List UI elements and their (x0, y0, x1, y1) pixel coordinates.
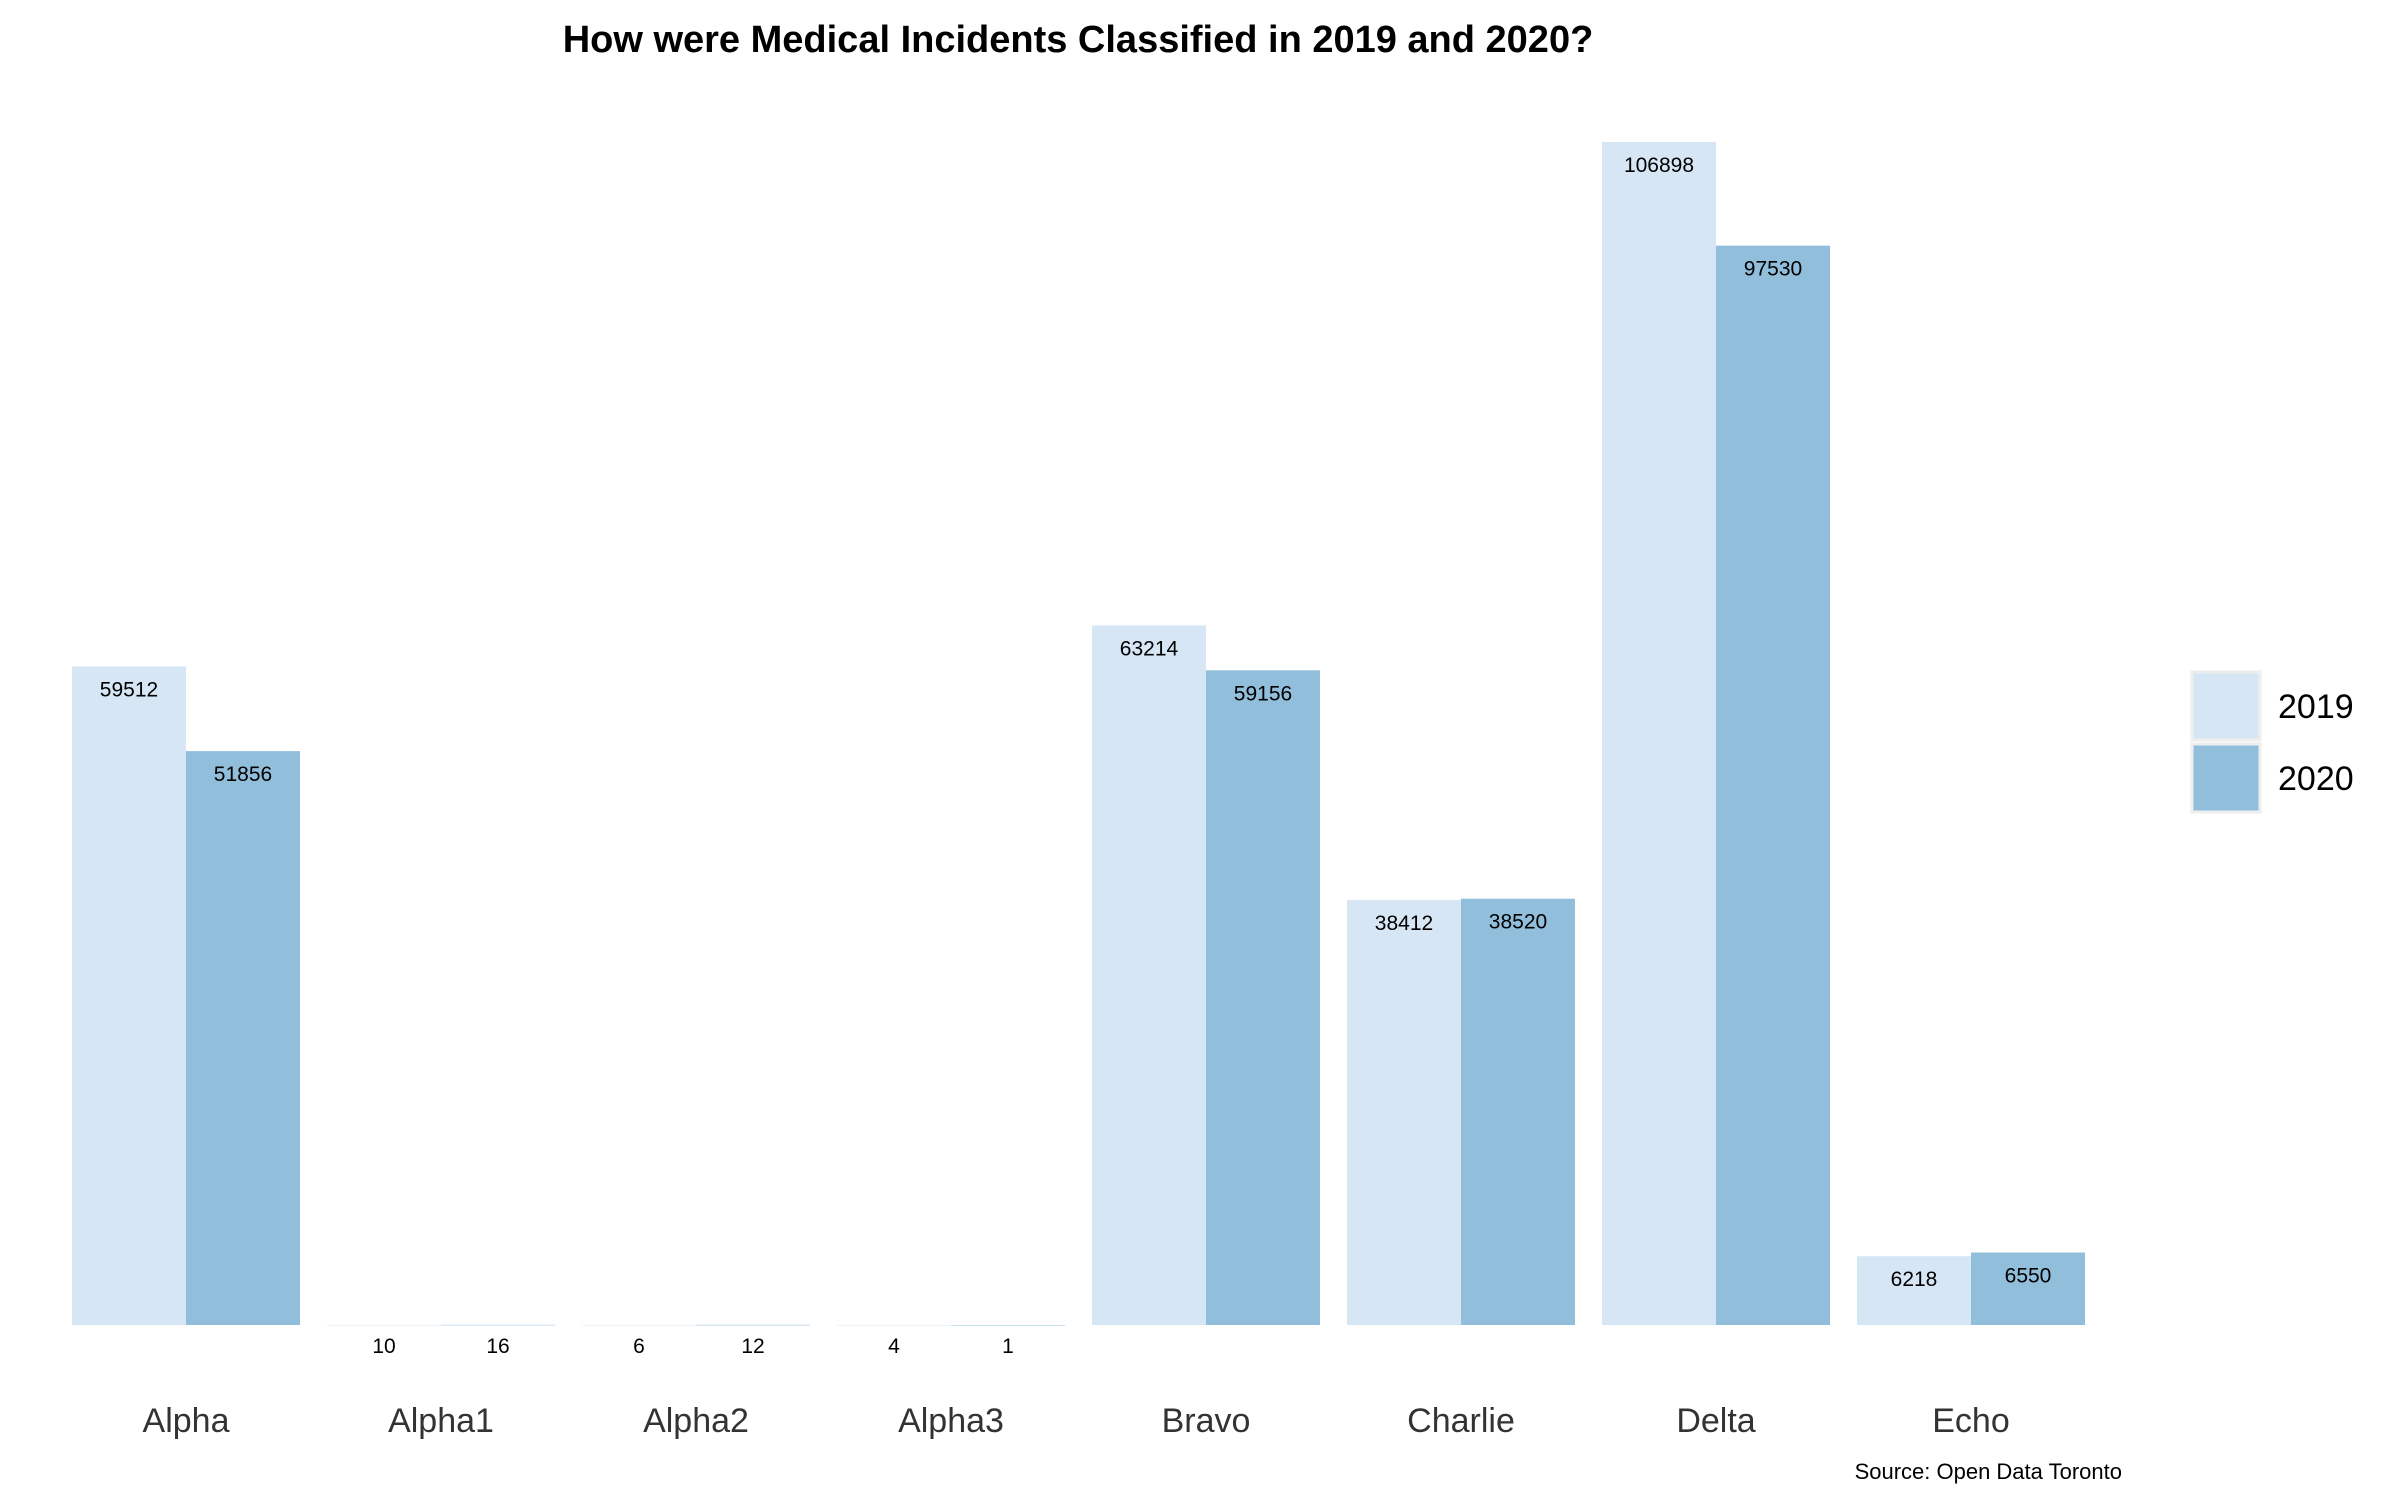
bar-charlie-2020 (1461, 898, 1575, 1325)
value-label-alpha1-2020: 16 (486, 1335, 509, 1358)
value-label-charlie-2019: 38412 (1375, 912, 1433, 935)
bar-alpha2-2019 (582, 1324, 696, 1326)
category-labels-group: Alpha Alpha1 Alpha2 Alpha3 Bravo Charlie Delta… (143, 1402, 2010, 1440)
value-label-charlie-2020: 38520 (1489, 911, 1547, 934)
chart-caption: Source: Open Data Toronto (1855, 1459, 2122, 1484)
category-label-alpha2: Alpha2 (643, 1402, 749, 1440)
value-label-alpha2-2019: 6 (633, 1335, 645, 1358)
bar-alpha1-2020 (441, 1324, 555, 1326)
bar-echo-2020 (1971, 1252, 2085, 1325)
legend-label-2019: 2019 (2278, 688, 2354, 726)
bar-alpha3-2020 (951, 1324, 1065, 1326)
category-label-bravo: Bravo (1162, 1402, 1251, 1440)
bar-bravo-2020 (1206, 670, 1320, 1325)
value-label-alpha-2020: 51856 (214, 763, 272, 786)
bars-group (72, 142, 2085, 1326)
bar-alpha3-2019 (837, 1324, 951, 1326)
value-label-alpha3-2020: 1 (1002, 1335, 1014, 1358)
bar-charlie-2019 (1347, 899, 1461, 1325)
chart-title: How were Medical Incidents Classified in… (563, 19, 1594, 61)
bar-alpha1-2019 (327, 1324, 441, 1326)
value-label-echo-2020: 6550 (2005, 1265, 2052, 1288)
category-label-delta: Delta (1676, 1402, 1755, 1440)
value-label-delta-2020: 97530 (1744, 258, 1802, 281)
value-label-alpha-2019: 59512 (100, 678, 158, 701)
category-label-alpha3: Alpha3 (898, 1402, 1004, 1440)
value-labels-group: 59512 51856 10 16 6 12 4 1 63214 59156 38412 38520 1… (100, 154, 2052, 1358)
bar-delta-2019 (1602, 142, 1716, 1325)
legend-key-2020 (2190, 742, 2262, 814)
category-label-alpha: Alpha (143, 1402, 230, 1440)
value-label-bravo-2019: 63214 (1120, 637, 1179, 660)
value-label-alpha1-2019: 10 (372, 1335, 395, 1358)
legend: 2019 2020 (2190, 670, 2354, 814)
value-label-alpha2-2020: 12 (741, 1335, 764, 1358)
bar-alpha-2020 (186, 751, 300, 1325)
category-label-charlie: Charlie (1407, 1402, 1515, 1440)
bar-echo-2019 (1857, 1256, 1971, 1325)
value-label-delta-2019: 106898 (1624, 154, 1694, 177)
legend-label-2020: 2020 (2278, 760, 2354, 798)
category-label-echo: Echo (1932, 1402, 2010, 1440)
legend-key-2019 (2190, 670, 2262, 742)
value-label-echo-2019: 6218 (1891, 1268, 1938, 1291)
category-label-alpha1: Alpha1 (388, 1402, 494, 1440)
bar-alpha2-2020 (696, 1324, 810, 1326)
bar-delta-2020 (1716, 245, 1830, 1326)
bar-bravo-2019 (1092, 625, 1206, 1325)
value-label-bravo-2020: 59156 (1234, 682, 1292, 705)
value-label-alpha3-2019: 4 (888, 1335, 900, 1358)
bar-alpha-2019 (72, 666, 186, 1325)
